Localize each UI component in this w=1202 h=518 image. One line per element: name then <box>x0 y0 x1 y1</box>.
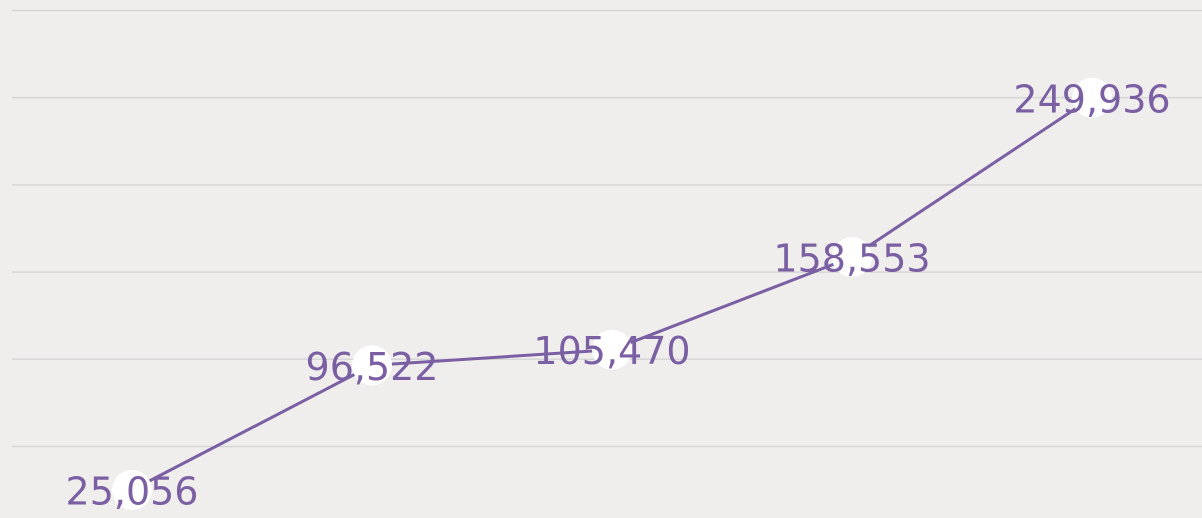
point <box>1072 77 1112 118</box>
data-label: 25,056 <box>66 469 199 513</box>
data-label: 96,522 <box>306 345 439 389</box>
point <box>592 329 632 370</box>
point <box>352 345 392 386</box>
data-label: 158,553 <box>773 237 930 281</box>
line <box>131 96 1093 492</box>
point <box>112 469 152 510</box>
point <box>832 237 872 278</box>
data-label: 249,936 <box>1013 77 1170 121</box>
data-label: 105,470 <box>533 329 690 373</box>
